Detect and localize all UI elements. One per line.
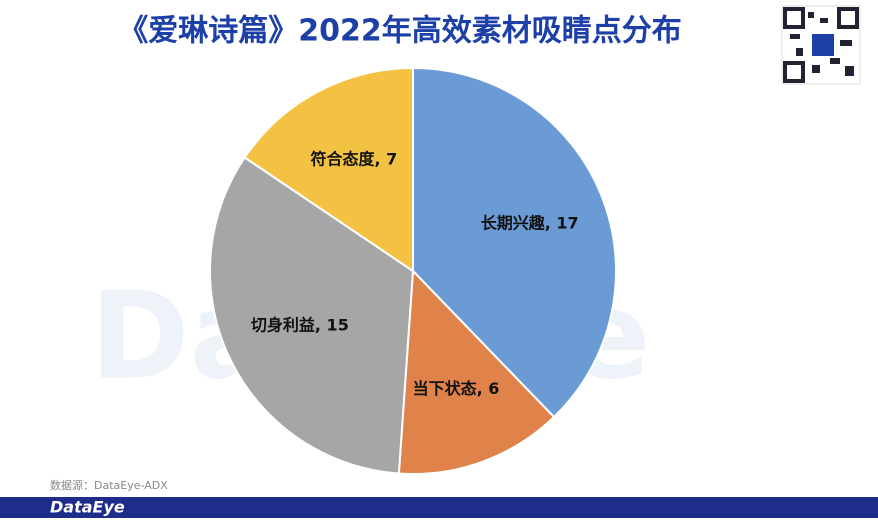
data-label: 符合态度, 7	[311, 149, 398, 168]
qr-code	[781, 5, 861, 85]
data-label: 当下状态, 6	[413, 379, 500, 398]
source-note: 数据源：DataEye-ADX	[50, 478, 168, 492]
data-label: 切身利益, 15	[251, 316, 349, 335]
pie-slice	[397, 268, 556, 475]
chart-title: 《爱琳诗篇》2022年高效素材吸睛点分布	[118, 14, 682, 49]
footer-brand: DataEye	[50, 498, 125, 517]
pie-slice	[209, 156, 415, 475]
data-label: 长期兴趣, 17	[481, 213, 579, 232]
footer-bar	[0, 497, 878, 518]
pie-slice	[243, 66, 414, 273]
pie-slice	[412, 66, 617, 419]
